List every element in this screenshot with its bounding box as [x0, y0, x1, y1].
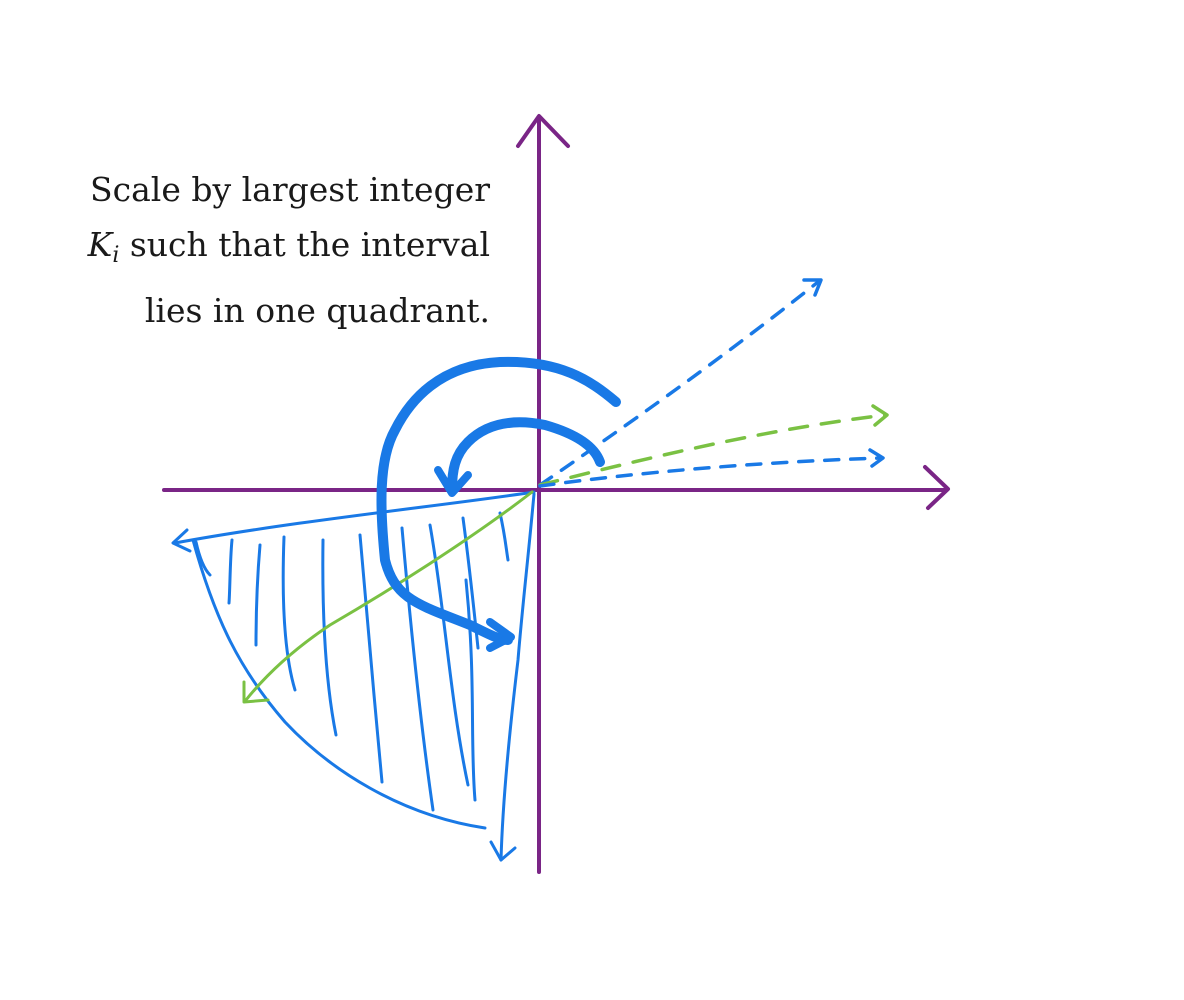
hatch-line [464, 578, 477, 802]
green-ray-line [244, 490, 534, 702]
x-axis-arrowhead [923, 465, 950, 510]
hatch-line [461, 516, 480, 650]
dashed-blue-upper-arrowhead [802, 278, 823, 297]
hatch-line [498, 511, 510, 562]
hatch-line [358, 533, 384, 784]
annotation-line-2-rest: such that the interval [119, 225, 490, 264]
dashed-blue-lower-ray [538, 456, 884, 488]
annotation-line-2: Ki such that the interval [30, 217, 490, 283]
hatch-line [428, 523, 470, 787]
large-rotation-arrow [376, 356, 621, 645]
scaled-rays [538, 278, 889, 488]
left-ray [173, 490, 536, 545]
annotation-subscript: i [112, 243, 120, 268]
hatch-line [321, 538, 338, 737]
down-ray [499, 492, 536, 862]
interval-rays [171, 490, 536, 862]
annotation-variable: K [87, 225, 113, 264]
hatch-line [281, 535, 297, 692]
dashed-green-arrowhead [871, 404, 889, 427]
dashed-blue-upper-ray [538, 280, 820, 487]
large-rotation-arrowhead [486, 618, 515, 652]
small-rotation-arrowhead [434, 466, 472, 497]
left-ray-arrowhead [171, 528, 192, 553]
green-bisector-ray [242, 490, 534, 704]
hatch-line [254, 543, 262, 647]
green-ray-arrowhead [242, 680, 270, 704]
shaded-interval-region [191, 511, 510, 830]
annotation-line-3: lies in one quadrant. [144, 291, 490, 330]
down-ray-arrowhead [489, 840, 517, 862]
small-rotation-arrow [447, 417, 605, 495]
region-boundary-curve [191, 538, 487, 830]
dashed-green-ray [538, 413, 888, 487]
hatch-line [194, 540, 212, 577]
annotation-text: Scale by largest integer Ki such that th… [30, 162, 490, 338]
coordinate-axes [162, 114, 950, 874]
y-axis-arrowhead [516, 114, 570, 148]
hatch-line [400, 526, 435, 812]
rotation-arrows [376, 356, 621, 652]
hatch-line [227, 538, 234, 605]
dashed-blue-lower-arrowhead [868, 448, 885, 468]
annotation-line-1: Scale by largest integer [90, 170, 490, 209]
